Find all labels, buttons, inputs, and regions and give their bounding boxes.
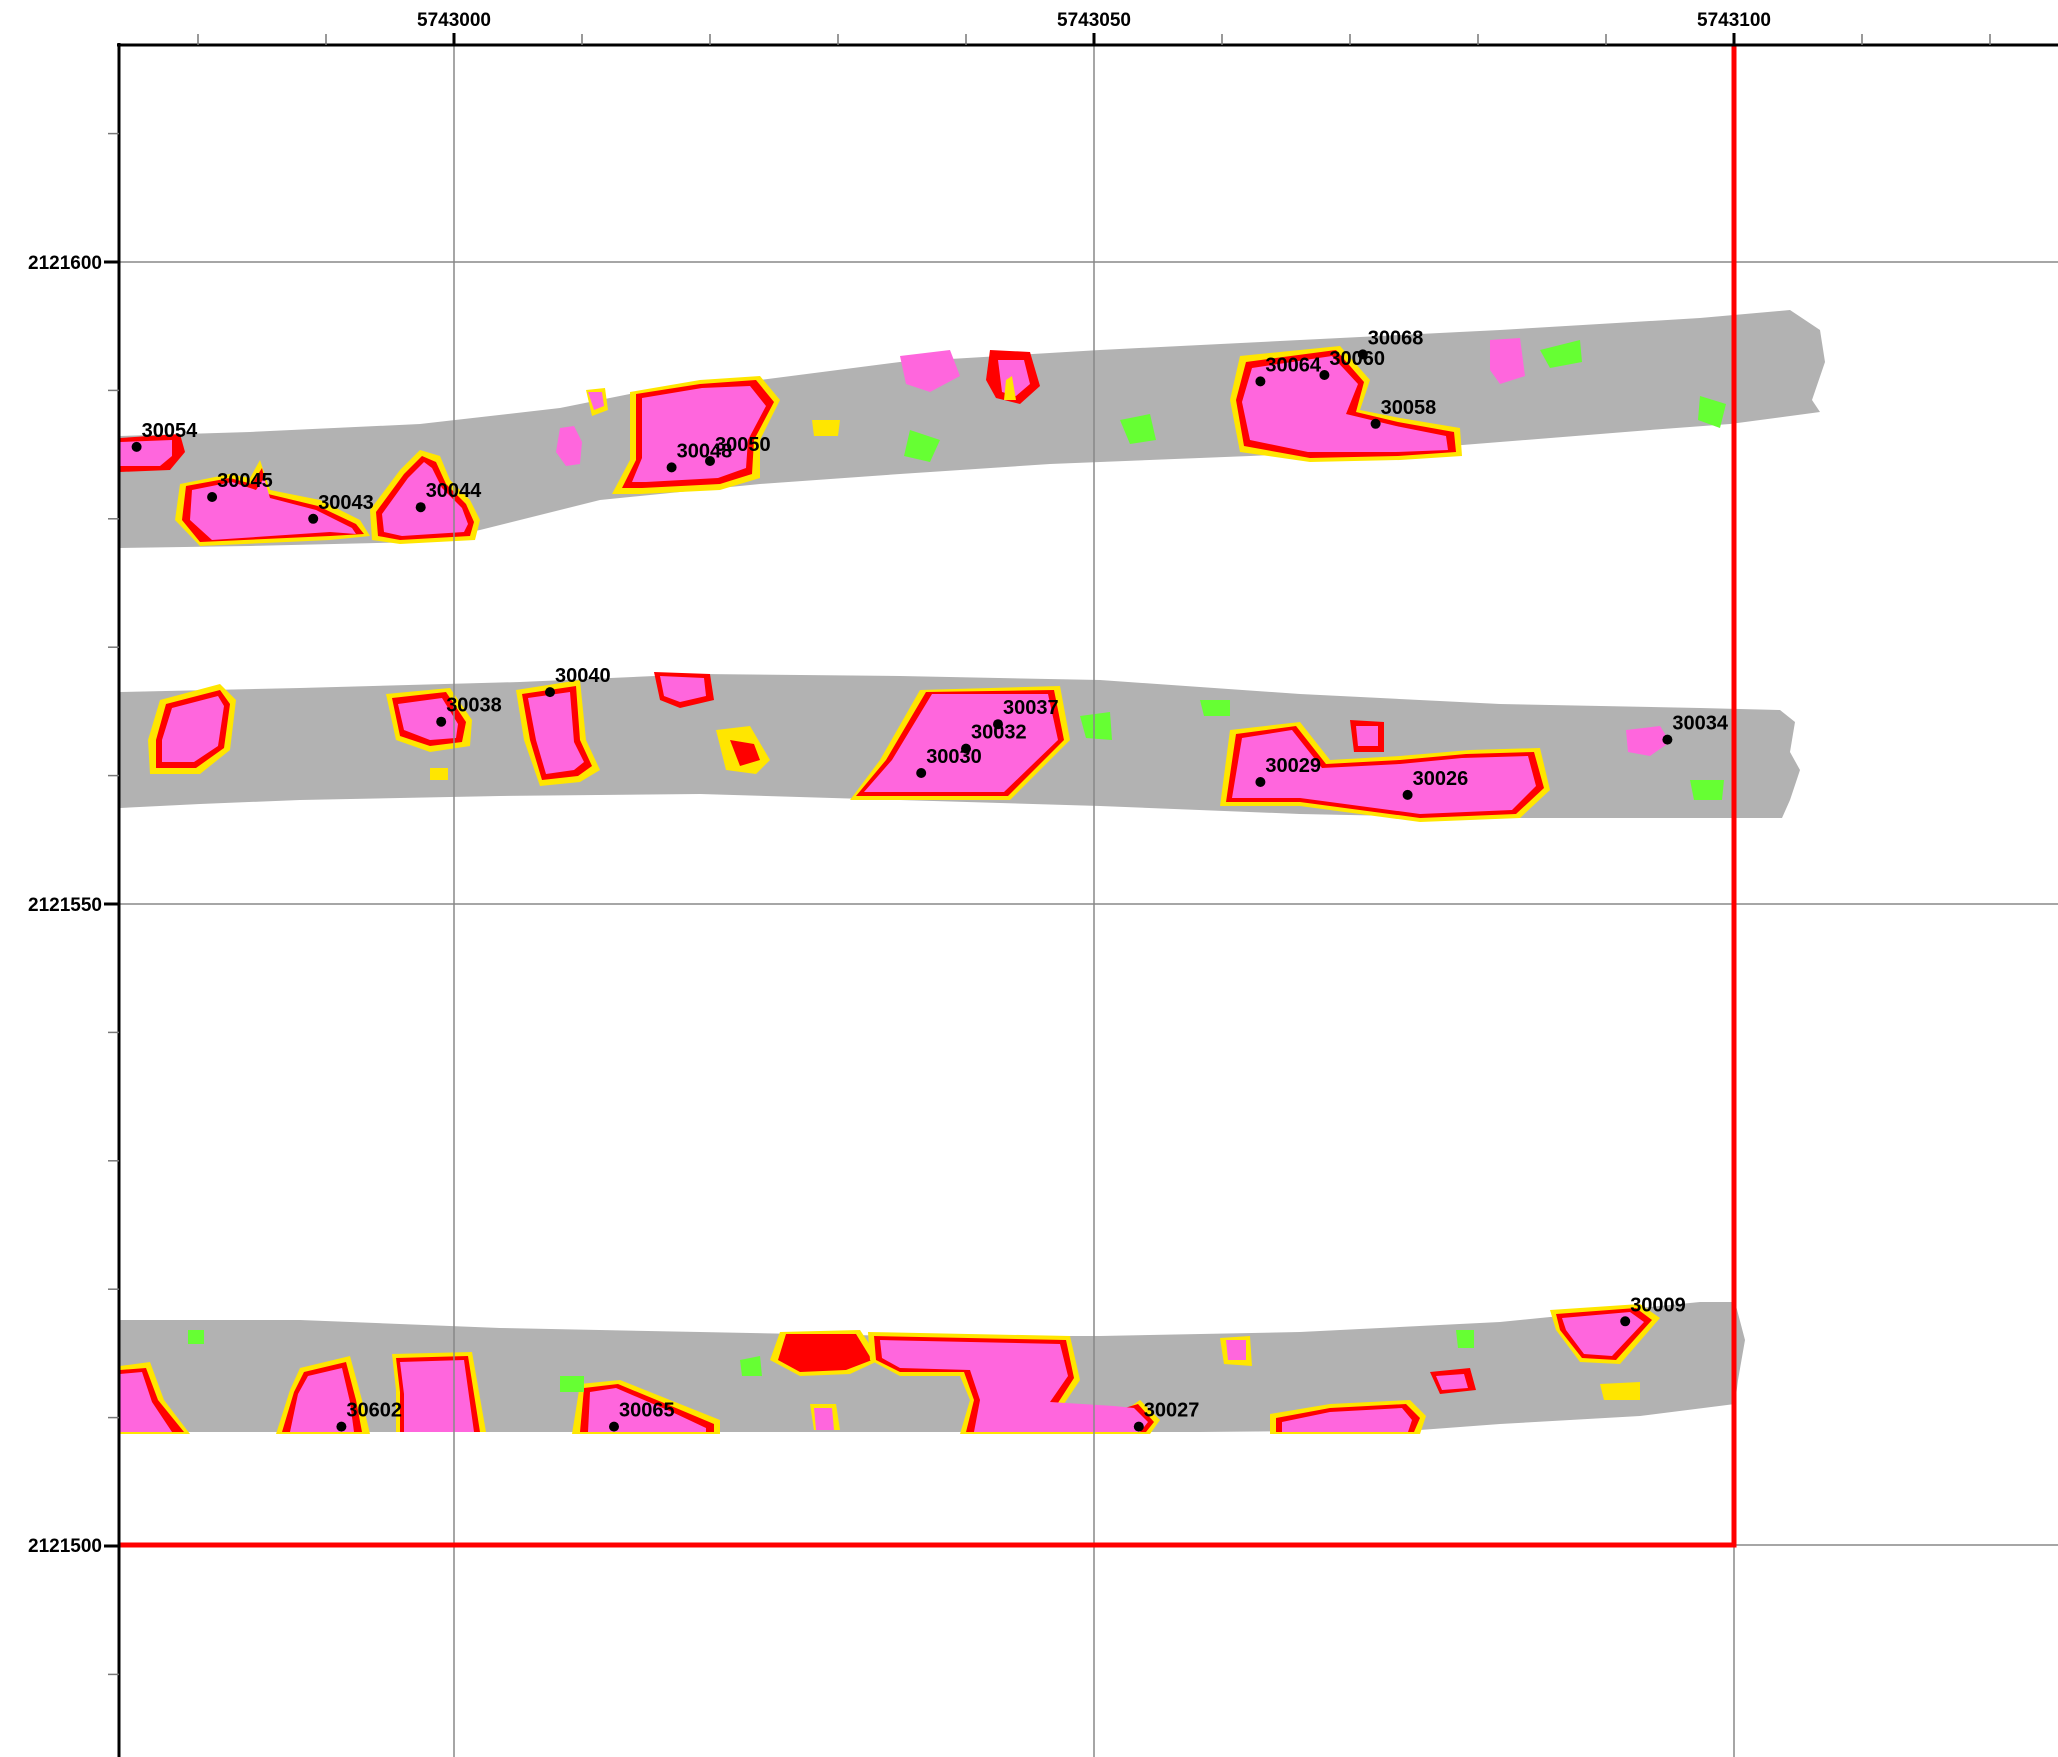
sample-point-label: 30040 <box>555 665 611 687</box>
y-tick-label: 2121550 <box>28 895 102 916</box>
sample-point-label: 30029 <box>1265 755 1321 777</box>
x-axis-tick-labels: 5743000 5743050 5743100 <box>417 10 1771 31</box>
sample-point-label: 30065 <box>619 1400 675 1422</box>
sample-point-marker <box>436 716 447 727</box>
anomaly-cluster <box>120 1304 1660 1434</box>
sample-point-marker <box>666 462 677 473</box>
sample-point-marker <box>1370 418 1381 429</box>
sample-point-marker <box>415 502 426 513</box>
sample-point-marker <box>207 492 218 502</box>
sample-point-marker <box>1402 789 1413 800</box>
sample-point-marker <box>1133 1421 1144 1432</box>
sample-point-marker <box>609 1421 619 1432</box>
sample-point-label: 30050 <box>715 434 771 456</box>
sample-point-label: 30043 <box>318 492 374 514</box>
x-axis-ticks <box>197 33 1991 45</box>
sample-point-label: 30044 <box>426 480 482 502</box>
sample-point-marker <box>336 1421 347 1432</box>
x-tick-label: 5743050 <box>1057 10 1131 31</box>
sample-point-label: 30038 <box>446 695 502 717</box>
sample-point-label: 30060 <box>1329 348 1385 370</box>
sample-point-label: 30027 <box>1144 1400 1200 1422</box>
anomaly-cluster <box>148 672 1724 822</box>
y-tick-label: 2121600 <box>28 253 102 274</box>
sample-point-label: 30602 <box>346 1400 402 1422</box>
sample-point-label: 30032 <box>971 722 1027 744</box>
sample-point-label: 30030 <box>926 746 982 768</box>
sample-point-marker <box>545 687 555 698</box>
sample-point-marker <box>916 768 927 778</box>
sample-point-label: 30045 <box>217 470 273 492</box>
boundary-line <box>119 45 1737 1548</box>
sample-point-marker <box>308 513 319 524</box>
survey-strips <box>120 310 1825 1434</box>
sample-point-marker <box>705 456 715 466</box>
sample-point-label: 30009 <box>1630 1294 1686 1316</box>
sample-point-marker <box>1255 376 1266 387</box>
sample-point-label: 30034 <box>1672 713 1728 735</box>
survey-strip-north <box>120 310 1825 548</box>
sample-point-marker <box>993 719 1003 730</box>
grid <box>119 45 2058 1757</box>
anomaly-cluster <box>120 338 1726 546</box>
y-axis-tick-labels: 2121600 2121550 2121500 <box>28 253 102 1557</box>
sample-point-marker <box>131 441 142 452</box>
sample-point-marker <box>1319 370 1330 380</box>
sample-point-label: 30054 <box>142 420 198 442</box>
sample-point-marker <box>1357 349 1368 360</box>
sample-point-marker <box>961 743 971 754</box>
x-tick-label: 5743100 <box>1697 10 1771 31</box>
sample-point-marker <box>1620 1316 1631 1327</box>
sample-point-marker <box>1662 734 1673 745</box>
sample-point-label: 30037 <box>1003 697 1059 719</box>
sample-point-marker <box>1255 777 1266 787</box>
x-tick-label: 5743000 <box>417 10 491 31</box>
sample-point-label: 30064 <box>1265 354 1321 376</box>
sample-point-label: 30058 <box>1381 397 1437 419</box>
sample-point-label: 30048 <box>677 440 733 462</box>
y-axis-ticks <box>104 132 119 1676</box>
sample-point-label: 30026 <box>1413 768 1469 790</box>
sample-point-label: 30068 <box>1368 327 1424 349</box>
y-tick-label: 2121500 <box>28 1536 102 1557</box>
